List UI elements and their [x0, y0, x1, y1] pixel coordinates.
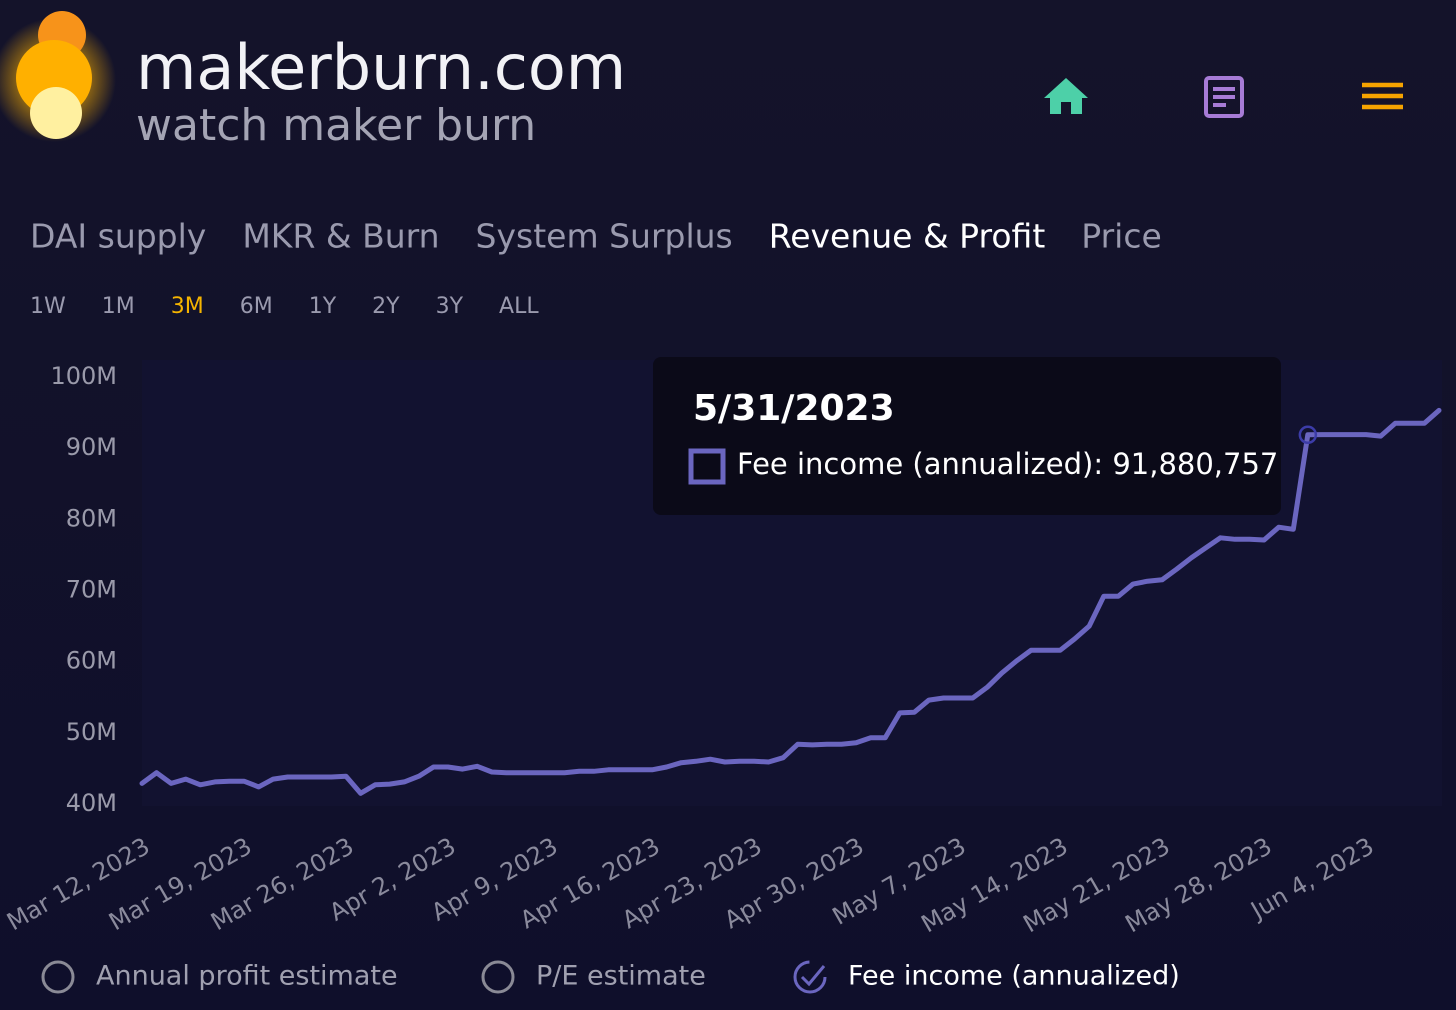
y-tick-label: 40M — [66, 789, 117, 817]
line-series — [139, 407, 1442, 796]
y-tick-label: 70M — [66, 576, 117, 604]
tooltip-text: Fee income (annualized): 91,880,757 — [737, 447, 1278, 481]
tooltip: 5/31/2023 Fee income (annualized): 91,88… — [653, 357, 1281, 515]
tab[interactable]: DAI supply — [30, 217, 206, 256]
legend-label[interactable]: Annual profit estimate — [96, 961, 398, 992]
tab[interactable]: Revenue & Profit — [769, 217, 1046, 256]
tooltip-point — [1298, 425, 1318, 445]
range-button[interactable]: ALL — [499, 294, 539, 319]
range-button[interactable]: 3M — [171, 294, 204, 319]
range-button[interactable]: 1M — [102, 294, 135, 319]
logo — [0, 11, 116, 142]
legend-check-mark[interactable] — [800, 965, 826, 987]
range-button[interactable]: 3Y — [436, 294, 464, 319]
docs-icon[interactable] — [1204, 76, 1244, 118]
range-button[interactable]: 1W — [30, 294, 66, 319]
y-tick-label: 80M — [66, 504, 117, 532]
menu-icon[interactable] — [1362, 82, 1403, 110]
legend-toggle[interactable] — [481, 960, 515, 994]
tooltip-swatch — [688, 448, 726, 485]
legend-label[interactable]: Fee income (annualized) — [848, 961, 1180, 992]
y-tick-label: 90M — [66, 433, 117, 461]
home-icon[interactable] — [1044, 78, 1088, 114]
legend-toggle[interactable] — [41, 960, 75, 994]
legend-check[interactable] — [793, 960, 827, 994]
tooltip-label: Fee income (annualized): — [737, 447, 1103, 481]
range-button[interactable]: 1Y — [309, 294, 337, 319]
tooltip-title: 5/31/2023 — [693, 388, 895, 429]
y-tick-label: 60M — [66, 647, 117, 675]
tab-bar: DAI supply MKR & Burn System Surplus Revenu… — [30, 217, 1162, 256]
site-subtitle: watch maker burn — [136, 100, 536, 151]
legend: Annual profit estimate P/E estimate Fee in… — [41, 960, 1180, 994]
legend-label[interactable]: P/E estimate — [536, 961, 706, 992]
tab[interactable]: MKR & Burn — [242, 217, 439, 256]
y-tick-label: 100M — [50, 362, 117, 390]
tooltip-value: 91,880,757 — [1112, 447, 1278, 481]
y-tick-label: 50M — [66, 718, 117, 746]
range-button[interactable]: 6M — [240, 294, 273, 319]
range-button[interactable]: 2Y — [372, 294, 400, 319]
site-title[interactable]: makerburn.com — [136, 31, 626, 104]
range-bar: 1W 1M 3M 6M 1Y 2Y 3Y ALL — [30, 294, 539, 319]
tab[interactable]: System Surplus — [476, 217, 733, 256]
tab[interactable]: Price — [1081, 217, 1162, 256]
